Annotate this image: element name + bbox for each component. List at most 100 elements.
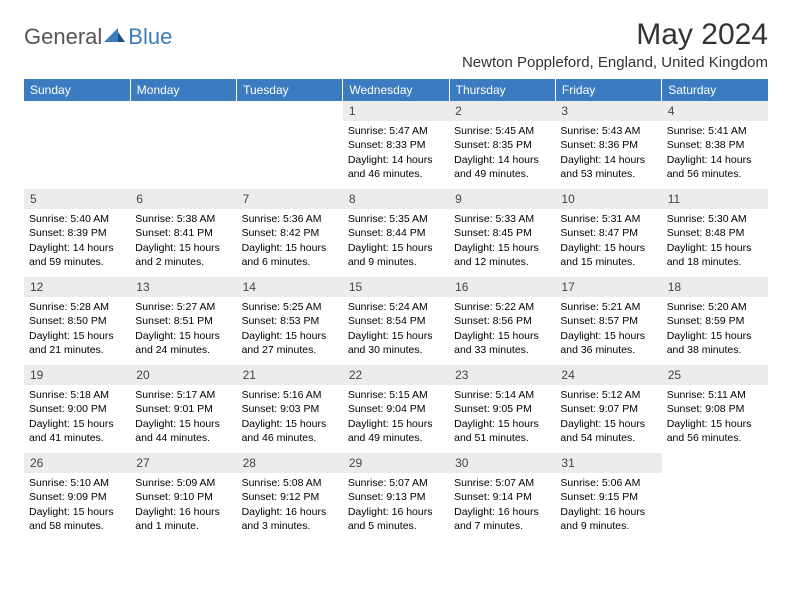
day-header: Thursday [449,79,555,101]
sunset-text: Sunset: 8:57 PM [560,314,656,328]
calendar-day-cell: 2Sunrise: 5:45 AMSunset: 8:35 PMDaylight… [449,101,555,189]
day-number: 8 [343,189,449,209]
sunset-text: Sunset: 9:12 PM [242,490,338,504]
calendar-day-cell [24,101,130,189]
sunrise-text: Sunrise: 5:12 AM [560,388,656,402]
sunset-text: Sunset: 9:14 PM [454,490,550,504]
day-content: Sunrise: 5:24 AMSunset: 8:54 PMDaylight:… [343,297,449,361]
sunset-text: Sunset: 8:54 PM [348,314,444,328]
day-number: 6 [130,189,236,209]
daylight-text: Daylight: 16 hours and 3 minutes. [242,505,338,533]
day-header-row: SundayMondayTuesdayWednesdayThursdayFrid… [24,79,768,101]
daylight-text: Daylight: 15 hours and 54 minutes. [560,417,656,445]
calendar-table: SundayMondayTuesdayWednesdayThursdayFrid… [24,79,768,541]
header: General Blue May 2024 Newton Poppleford,… [24,18,768,71]
daylight-text: Daylight: 15 hours and 9 minutes. [348,241,444,269]
day-content: Sunrise: 5:28 AMSunset: 8:50 PMDaylight:… [24,297,130,361]
title-block: May 2024 Newton Poppleford, England, Uni… [462,18,768,71]
daylight-text: Daylight: 14 hours and 59 minutes. [29,241,125,269]
sunset-text: Sunset: 8:59 PM [667,314,763,328]
sunrise-text: Sunrise: 5:45 AM [454,124,550,138]
sunset-text: Sunset: 9:05 PM [454,402,550,416]
calendar-day-cell [662,453,768,541]
calendar-day-cell: 28Sunrise: 5:08 AMSunset: 9:12 PMDayligh… [237,453,343,541]
day-content: Sunrise: 5:14 AMSunset: 9:05 PMDaylight:… [449,385,555,449]
daylight-text: Daylight: 16 hours and 5 minutes. [348,505,444,533]
daylight-text: Daylight: 14 hours and 49 minutes. [454,153,550,181]
sunrise-text: Sunrise: 5:20 AM [667,300,763,314]
calendar-week-row: 19Sunrise: 5:18 AMSunset: 9:00 PMDayligh… [24,365,768,453]
sunset-text: Sunset: 8:36 PM [560,138,656,152]
day-number: 18 [662,277,768,297]
day-content: Sunrise: 5:11 AMSunset: 9:08 PMDaylight:… [662,385,768,449]
sunset-text: Sunset: 9:09 PM [29,490,125,504]
sunrise-text: Sunrise: 5:41 AM [667,124,763,138]
day-content: Sunrise: 5:30 AMSunset: 8:48 PMDaylight:… [662,209,768,273]
calendar-day-cell: 10Sunrise: 5:31 AMSunset: 8:47 PMDayligh… [555,189,661,277]
daylight-text: Daylight: 16 hours and 7 minutes. [454,505,550,533]
sunset-text: Sunset: 8:51 PM [135,314,231,328]
calendar-day-cell: 4Sunrise: 5:41 AMSunset: 8:38 PMDaylight… [662,101,768,189]
calendar-day-cell: 14Sunrise: 5:25 AMSunset: 8:53 PMDayligh… [237,277,343,365]
daylight-text: Daylight: 15 hours and 49 minutes. [348,417,444,445]
day-header: Sunday [24,79,130,101]
calendar-day-cell: 8Sunrise: 5:35 AMSunset: 8:44 PMDaylight… [343,189,449,277]
sunset-text: Sunset: 9:10 PM [135,490,231,504]
logo-triangle-icon [104,26,126,49]
day-header: Tuesday [237,79,343,101]
day-content: Sunrise: 5:31 AMSunset: 8:47 PMDaylight:… [555,209,661,273]
daylight-text: Daylight: 14 hours and 56 minutes. [667,153,763,181]
day-number [130,101,236,105]
day-number [237,101,343,105]
day-content: Sunrise: 5:06 AMSunset: 9:15 PMDaylight:… [555,473,661,537]
calendar-day-cell: 21Sunrise: 5:16 AMSunset: 9:03 PMDayligh… [237,365,343,453]
daylight-text: Daylight: 14 hours and 46 minutes. [348,153,444,181]
calendar-day-cell: 30Sunrise: 5:07 AMSunset: 9:14 PMDayligh… [449,453,555,541]
sunset-text: Sunset: 8:39 PM [29,226,125,240]
day-content: Sunrise: 5:35 AMSunset: 8:44 PMDaylight:… [343,209,449,273]
month-title: May 2024 [462,18,768,52]
day-content: Sunrise: 5:36 AMSunset: 8:42 PMDaylight:… [237,209,343,273]
day-content: Sunrise: 5:15 AMSunset: 9:04 PMDaylight:… [343,385,449,449]
sunrise-text: Sunrise: 5:22 AM [454,300,550,314]
day-number [24,101,130,105]
sunrise-text: Sunrise: 5:27 AM [135,300,231,314]
daylight-text: Daylight: 14 hours and 53 minutes. [560,153,656,181]
calendar-day-cell: 18Sunrise: 5:20 AMSunset: 8:59 PMDayligh… [662,277,768,365]
daylight-text: Daylight: 15 hours and 41 minutes. [29,417,125,445]
sunset-text: Sunset: 8:48 PM [667,226,763,240]
calendar-day-cell: 22Sunrise: 5:15 AMSunset: 9:04 PMDayligh… [343,365,449,453]
day-header: Monday [130,79,236,101]
sunrise-text: Sunrise: 5:11 AM [667,388,763,402]
daylight-text: Daylight: 15 hours and 30 minutes. [348,329,444,357]
calendar-day-cell: 12Sunrise: 5:28 AMSunset: 8:50 PMDayligh… [24,277,130,365]
daylight-text: Daylight: 15 hours and 38 minutes. [667,329,763,357]
daylight-text: Daylight: 15 hours and 24 minutes. [135,329,231,357]
day-content: Sunrise: 5:20 AMSunset: 8:59 PMDaylight:… [662,297,768,361]
sunset-text: Sunset: 8:33 PM [348,138,444,152]
calendar-week-row: 12Sunrise: 5:28 AMSunset: 8:50 PMDayligh… [24,277,768,365]
daylight-text: Daylight: 15 hours and 44 minutes. [135,417,231,445]
sunrise-text: Sunrise: 5:28 AM [29,300,125,314]
day-content: Sunrise: 5:21 AMSunset: 8:57 PMDaylight:… [555,297,661,361]
calendar-day-cell: 17Sunrise: 5:21 AMSunset: 8:57 PMDayligh… [555,277,661,365]
calendar-day-cell: 31Sunrise: 5:06 AMSunset: 9:15 PMDayligh… [555,453,661,541]
daylight-text: Daylight: 15 hours and 18 minutes. [667,241,763,269]
calendar-day-cell: 29Sunrise: 5:07 AMSunset: 9:13 PMDayligh… [343,453,449,541]
sunrise-text: Sunrise: 5:15 AM [348,388,444,402]
sunset-text: Sunset: 9:08 PM [667,402,763,416]
sunrise-text: Sunrise: 5:40 AM [29,212,125,226]
day-number: 10 [555,189,661,209]
day-header: Saturday [662,79,768,101]
day-number: 30 [449,453,555,473]
sunset-text: Sunset: 9:00 PM [29,402,125,416]
calendar-day-cell [237,101,343,189]
sunrise-text: Sunrise: 5:10 AM [29,476,125,490]
day-number: 15 [343,277,449,297]
sunset-text: Sunset: 9:04 PM [348,402,444,416]
calendar-day-cell: 19Sunrise: 5:18 AMSunset: 9:00 PMDayligh… [24,365,130,453]
day-number: 12 [24,277,130,297]
daylight-text: Daylight: 15 hours and 2 minutes. [135,241,231,269]
calendar-day-cell: 13Sunrise: 5:27 AMSunset: 8:51 PMDayligh… [130,277,236,365]
sunrise-text: Sunrise: 5:16 AM [242,388,338,402]
